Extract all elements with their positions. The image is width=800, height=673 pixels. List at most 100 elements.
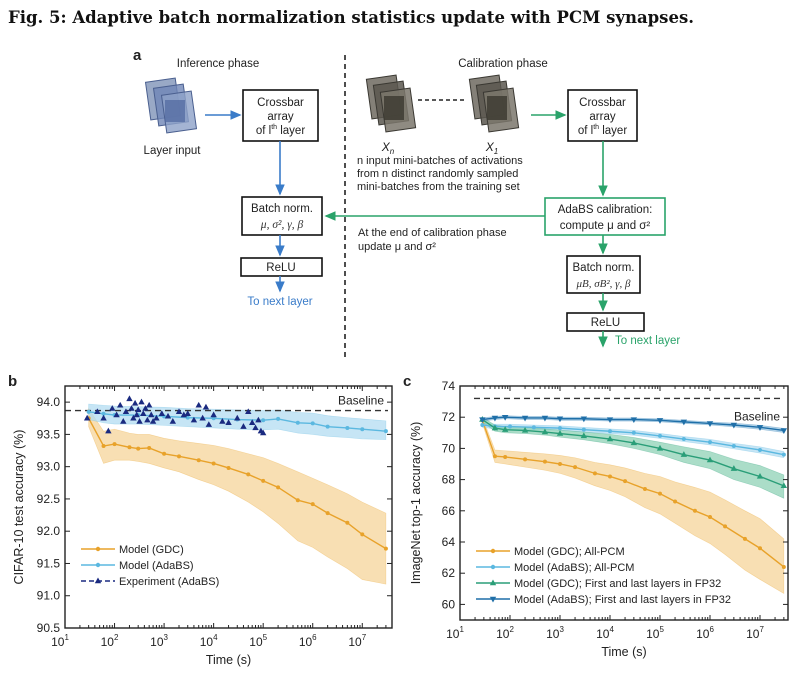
y-tick-label: 70 xyxy=(442,441,456,455)
x-tick-label: 102 xyxy=(101,633,119,649)
data-point xyxy=(521,426,529,433)
data-point xyxy=(541,415,549,422)
data-point xyxy=(219,417,226,424)
data-point xyxy=(383,429,388,434)
data-point xyxy=(508,424,512,429)
data-point xyxy=(360,427,365,432)
data-point xyxy=(202,403,210,410)
relu-label: ReLU xyxy=(591,317,620,329)
y-tick-label: 91.5 xyxy=(37,556,61,570)
data-point xyxy=(630,417,638,424)
data-point xyxy=(246,472,251,477)
data-point xyxy=(631,430,636,435)
adabs-compute-label: compute μ and σ² xyxy=(560,220,651,232)
batch-norm-params: μB, σB², γ, β xyxy=(576,278,632,290)
data-point xyxy=(248,419,256,425)
data-point xyxy=(592,471,597,476)
data-point xyxy=(234,414,241,421)
data-point xyxy=(581,427,586,432)
y-tick-label: 60 xyxy=(442,597,456,611)
data-point xyxy=(112,442,117,447)
data-point xyxy=(681,437,686,442)
data-point xyxy=(190,416,198,423)
data-point xyxy=(138,398,145,405)
data-point xyxy=(136,446,141,451)
crossbar-label: of lth layer xyxy=(256,124,305,137)
y-tick-label: 93.0 xyxy=(37,460,61,474)
data-point xyxy=(658,433,662,438)
legend-marker xyxy=(489,579,497,586)
data-point xyxy=(130,414,137,421)
data-point xyxy=(86,409,91,414)
y-tick-label: 74 xyxy=(442,379,456,393)
legend-entry: Model (AdaBS) xyxy=(119,560,194,572)
data-point xyxy=(169,417,177,424)
data-point xyxy=(295,420,300,425)
y-tick-label: 93.5 xyxy=(37,427,61,441)
data-point xyxy=(211,461,216,466)
data-point xyxy=(120,417,127,424)
data-point xyxy=(642,486,647,491)
legend-marker xyxy=(95,562,101,568)
data-point xyxy=(127,445,132,450)
x-axis-label: Time (s) xyxy=(206,653,251,667)
data-point xyxy=(730,465,738,471)
data-point xyxy=(492,454,497,459)
x-tick-label: 106 xyxy=(299,633,317,649)
y-axis-label: CIFAR-10 test accuracy (%) xyxy=(12,430,26,585)
legend-marker xyxy=(489,596,497,603)
baseline-label: Baseline xyxy=(734,409,780,423)
data-point xyxy=(345,520,350,525)
data-point xyxy=(148,411,155,418)
legend-marker xyxy=(490,548,496,554)
legend-entry: Model (GDC); First and last layers in FP… xyxy=(514,578,721,590)
data-point xyxy=(503,454,508,459)
calibration-description: mini-batches from the training set xyxy=(357,181,520,193)
legend-entry: Model (GDC); All-PCM xyxy=(514,546,625,558)
x-tick-label: 105 xyxy=(646,625,664,641)
data-point xyxy=(100,414,107,421)
data-point xyxy=(360,532,365,537)
y-axis-label: ImageNet top-1 accuracy (%) xyxy=(409,422,423,585)
relu-box-calibration xyxy=(566,312,645,332)
x-tick-label: 103 xyxy=(150,633,168,649)
data-point xyxy=(116,401,124,408)
legend-entry: Model (AdaBS); All-PCM xyxy=(514,562,634,574)
data-point xyxy=(158,410,166,416)
data-point xyxy=(83,414,91,421)
calibration-heading: Calibration phase xyxy=(458,58,548,70)
x-tick-label: 102 xyxy=(496,625,514,641)
relu-box-inference xyxy=(240,257,323,277)
y-tick-label: 92.0 xyxy=(37,524,61,538)
data-point xyxy=(144,416,151,423)
data-point xyxy=(276,485,281,490)
data-point xyxy=(742,536,747,541)
data-point xyxy=(259,429,267,436)
mini-batch-x1-stack-icon xyxy=(468,74,520,133)
legend-entry: Experiment (AdaBS) xyxy=(119,576,219,588)
data-point xyxy=(758,546,762,551)
data-point xyxy=(780,482,788,489)
data-point xyxy=(781,564,786,569)
data-point xyxy=(195,401,202,408)
adabs-label: AdaBS calibration: xyxy=(558,204,653,216)
data-point xyxy=(556,416,564,423)
data-point xyxy=(656,418,664,424)
x-tick-label: 106 xyxy=(696,625,714,641)
figure-title: Fig. 5: Adaptive batch normalization sta… xyxy=(8,8,695,27)
data-point xyxy=(185,415,190,420)
legend-marker xyxy=(94,577,102,584)
data-point xyxy=(730,422,738,429)
inference-heading: Inference phase xyxy=(177,58,259,70)
data-point xyxy=(147,445,152,450)
data-point xyxy=(501,426,509,432)
uncertainty-band xyxy=(482,417,785,595)
x-tick-label: 104 xyxy=(200,633,218,649)
data-point xyxy=(656,444,664,451)
data-point xyxy=(162,451,167,456)
data-point xyxy=(756,425,764,431)
data-point xyxy=(556,430,564,436)
crossbar-label: of lth layer xyxy=(578,124,627,137)
y-tick-label: 91.0 xyxy=(37,589,61,603)
data-point xyxy=(225,419,232,425)
